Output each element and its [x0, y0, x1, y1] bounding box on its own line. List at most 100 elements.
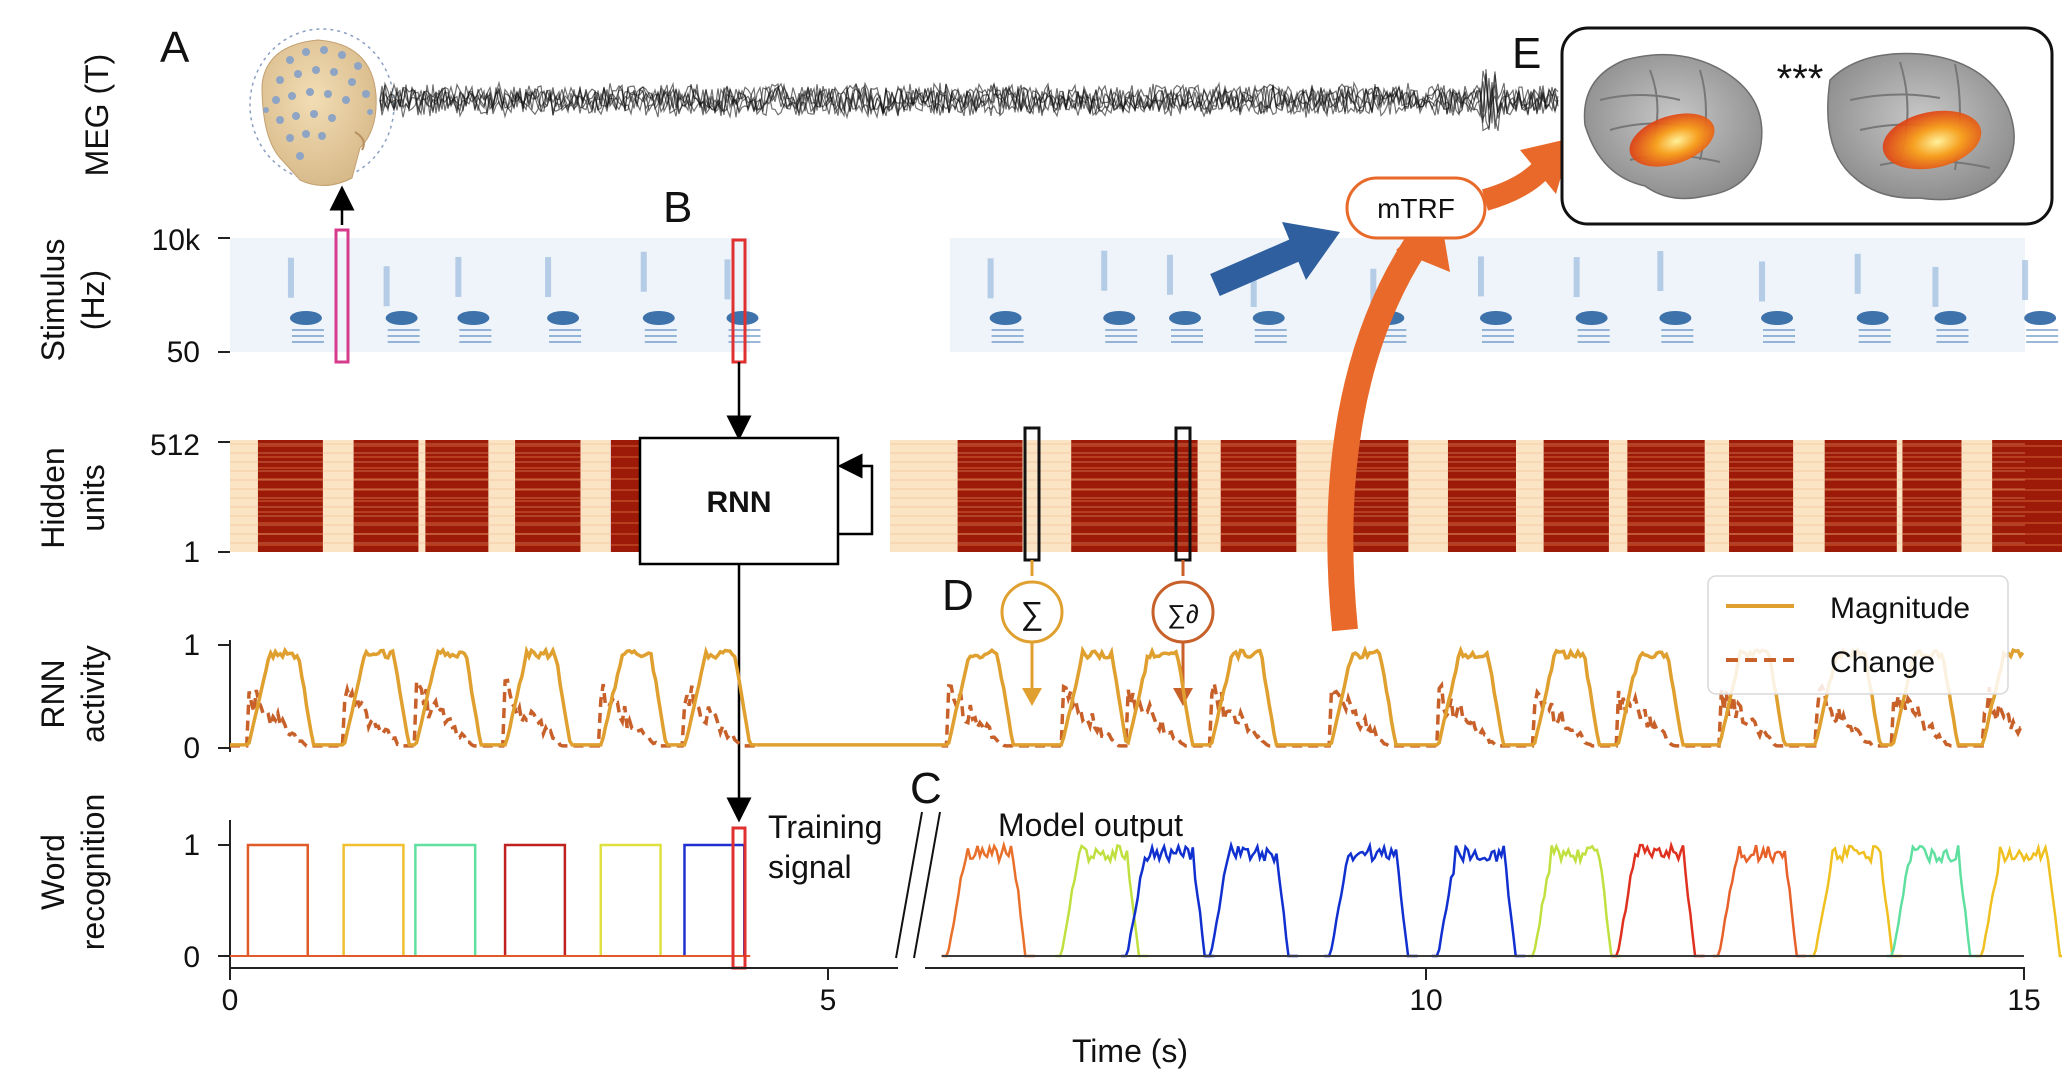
- rnn-change-trace: [941, 680, 2024, 748]
- panel-letter-a: A: [160, 23, 190, 72]
- brain-panel: ***: [1560, 26, 2054, 226]
- hidden-tick-top: 512: [150, 429, 200, 462]
- spectrogram-formant: [1761, 311, 1794, 325]
- spectrogram-onset: [1167, 254, 1173, 295]
- spectrogram-formant: [989, 311, 1022, 325]
- x-tick-0: 0: [222, 984, 239, 1017]
- stimulus-ylabel-line1: Stimulus: [35, 239, 71, 362]
- significance-stars: ***: [1777, 57, 1824, 101]
- spectrogram-formant: [1479, 311, 1512, 325]
- word-tick-top: 1: [183, 829, 200, 862]
- mtrf-box: mTRF: [1345, 176, 1487, 240]
- model-word-trace: [1713, 844, 1807, 958]
- meg-trace: [379, 70, 1559, 129]
- spectrogram-formant: [457, 311, 490, 325]
- stimulus-highlight-pink: [334, 228, 350, 364]
- spectrogram-onset: [287, 257, 294, 298]
- spectrogram-onset: [455, 256, 462, 297]
- spectrogram-onset: [1759, 261, 1766, 302]
- spectrogram-formant: [726, 311, 759, 325]
- model-word-trace: [1324, 841, 1418, 958]
- spectrogram-formant: [1252, 311, 1285, 325]
- sum-magnitude-node: ∑: [1000, 580, 1064, 706]
- stimulus-tick-bottom: 50: [167, 336, 200, 369]
- hidden-tick-bottom: 1: [183, 536, 200, 569]
- sum-magnitude-symbol: ∑: [1021, 595, 1044, 631]
- spectrogram-onset: [545, 256, 552, 297]
- rnn-activity-ylabel-line1: RNN: [35, 659, 71, 728]
- stimulus-to-mtrf-arrow: [1210, 236, 1305, 297]
- x-axis: 0 5 10 15 Time (s): [222, 967, 2041, 1069]
- hidden-ylabel-line1: Hidden: [35, 447, 71, 548]
- panel-letter-b: B: [663, 183, 692, 232]
- model-word-trace: [1611, 840, 1705, 958]
- rnn-recurrent-arrow: [837, 453, 874, 536]
- hidden-ylabel-line2: units: [75, 464, 111, 532]
- hidden-units-heatmap: [230, 440, 2062, 552]
- spectrogram-formant: [1934, 311, 1967, 325]
- rnn-label: RNN: [707, 486, 772, 519]
- spectrogram-onset: [1932, 266, 1939, 307]
- word-ylabel-line1: Word: [35, 834, 71, 910]
- training-word-pulse: [683, 843, 746, 956]
- model-word-trace: [1527, 842, 1621, 958]
- model-word-trace: [1055, 843, 1149, 958]
- rnn-activity-tick-bottom: 0: [183, 732, 200, 765]
- spectrogram-formant: [547, 311, 580, 325]
- rnn-box: RNN: [638, 436, 874, 566]
- stimulus-tick-top: 10k: [152, 224, 201, 257]
- stimulus-ylabel-line2: (Hz): [75, 270, 111, 330]
- spectrogram: [230, 238, 2059, 352]
- mtrf-label: mTRF: [1377, 193, 1455, 224]
- training-signal-label-line2: signal: [768, 849, 852, 885]
- legend-magnitude-label: Magnitude: [1830, 592, 1970, 625]
- spectrogram-formant: [1659, 311, 1692, 325]
- x-tick-15: 15: [2007, 984, 2040, 1017]
- panel-letter-c: C: [910, 764, 942, 813]
- spectrogram-formant: [1169, 311, 1201, 325]
- training-word-pulse: [342, 843, 405, 956]
- spectrogram-formant: [385, 311, 418, 325]
- spectrogram-formant: [2024, 311, 2057, 325]
- spectrogram-onset: [1477, 256, 1484, 297]
- meg-trace: [379, 83, 1559, 132]
- activity-to-mtrf-arrow: [1327, 228, 1433, 632]
- model-word-trace: [1121, 842, 1215, 958]
- spectrogram-onset: [2022, 260, 2029, 301]
- spectrogram-formant: [1856, 311, 1889, 325]
- head-icon: [249, 28, 395, 186]
- model-word-trace: [1886, 843, 1980, 958]
- model-output-label: Model output: [998, 807, 1183, 843]
- spectrogram-onset: [1370, 268, 1377, 309]
- spectrogram-formant: [1575, 311, 1608, 325]
- spectrogram-formant: [642, 311, 675, 325]
- training-word-pulse: [599, 843, 662, 956]
- rnn-activity-tick-top: 1: [183, 629, 200, 662]
- spectrogram-onset: [640, 251, 647, 292]
- spectrogram-formant: [1103, 311, 1136, 325]
- training-word-pulse: [503, 843, 567, 956]
- panel-letter-e: E: [1512, 29, 1541, 78]
- spectrogram-onset: [1573, 257, 1580, 298]
- meg-ylabel: MEG (T): [79, 54, 115, 177]
- model-word-trace: [1432, 843, 1526, 958]
- legend-change-label: Change: [1830, 646, 1935, 679]
- word-ylabel-line2: recognition: [75, 794, 111, 951]
- spectrogram-onset: [987, 258, 994, 299]
- axis-break-marks: [895, 811, 941, 959]
- sum-change-node: ∑∂: [1151, 580, 1215, 706]
- word-tick-bottom: 0: [183, 941, 200, 974]
- spectrogram-onset: [724, 259, 731, 300]
- training-word-pulse: [414, 843, 477, 956]
- spectrogram-onset: [1657, 251, 1664, 292]
- sum-change-symbol: ∑∂: [1167, 599, 1199, 629]
- brain-right-hemisphere: [1827, 52, 2015, 201]
- x-axis-label: Time (s): [1072, 1033, 1188, 1069]
- model-output-traces: [941, 840, 2062, 958]
- spectrogram-onset: [1250, 267, 1257, 308]
- meg-trace: [379, 73, 1559, 132]
- x-tick-10: 10: [1409, 984, 1442, 1017]
- model-word-trace: [1204, 840, 1298, 958]
- legend: Magnitude Change: [1707, 575, 2009, 695]
